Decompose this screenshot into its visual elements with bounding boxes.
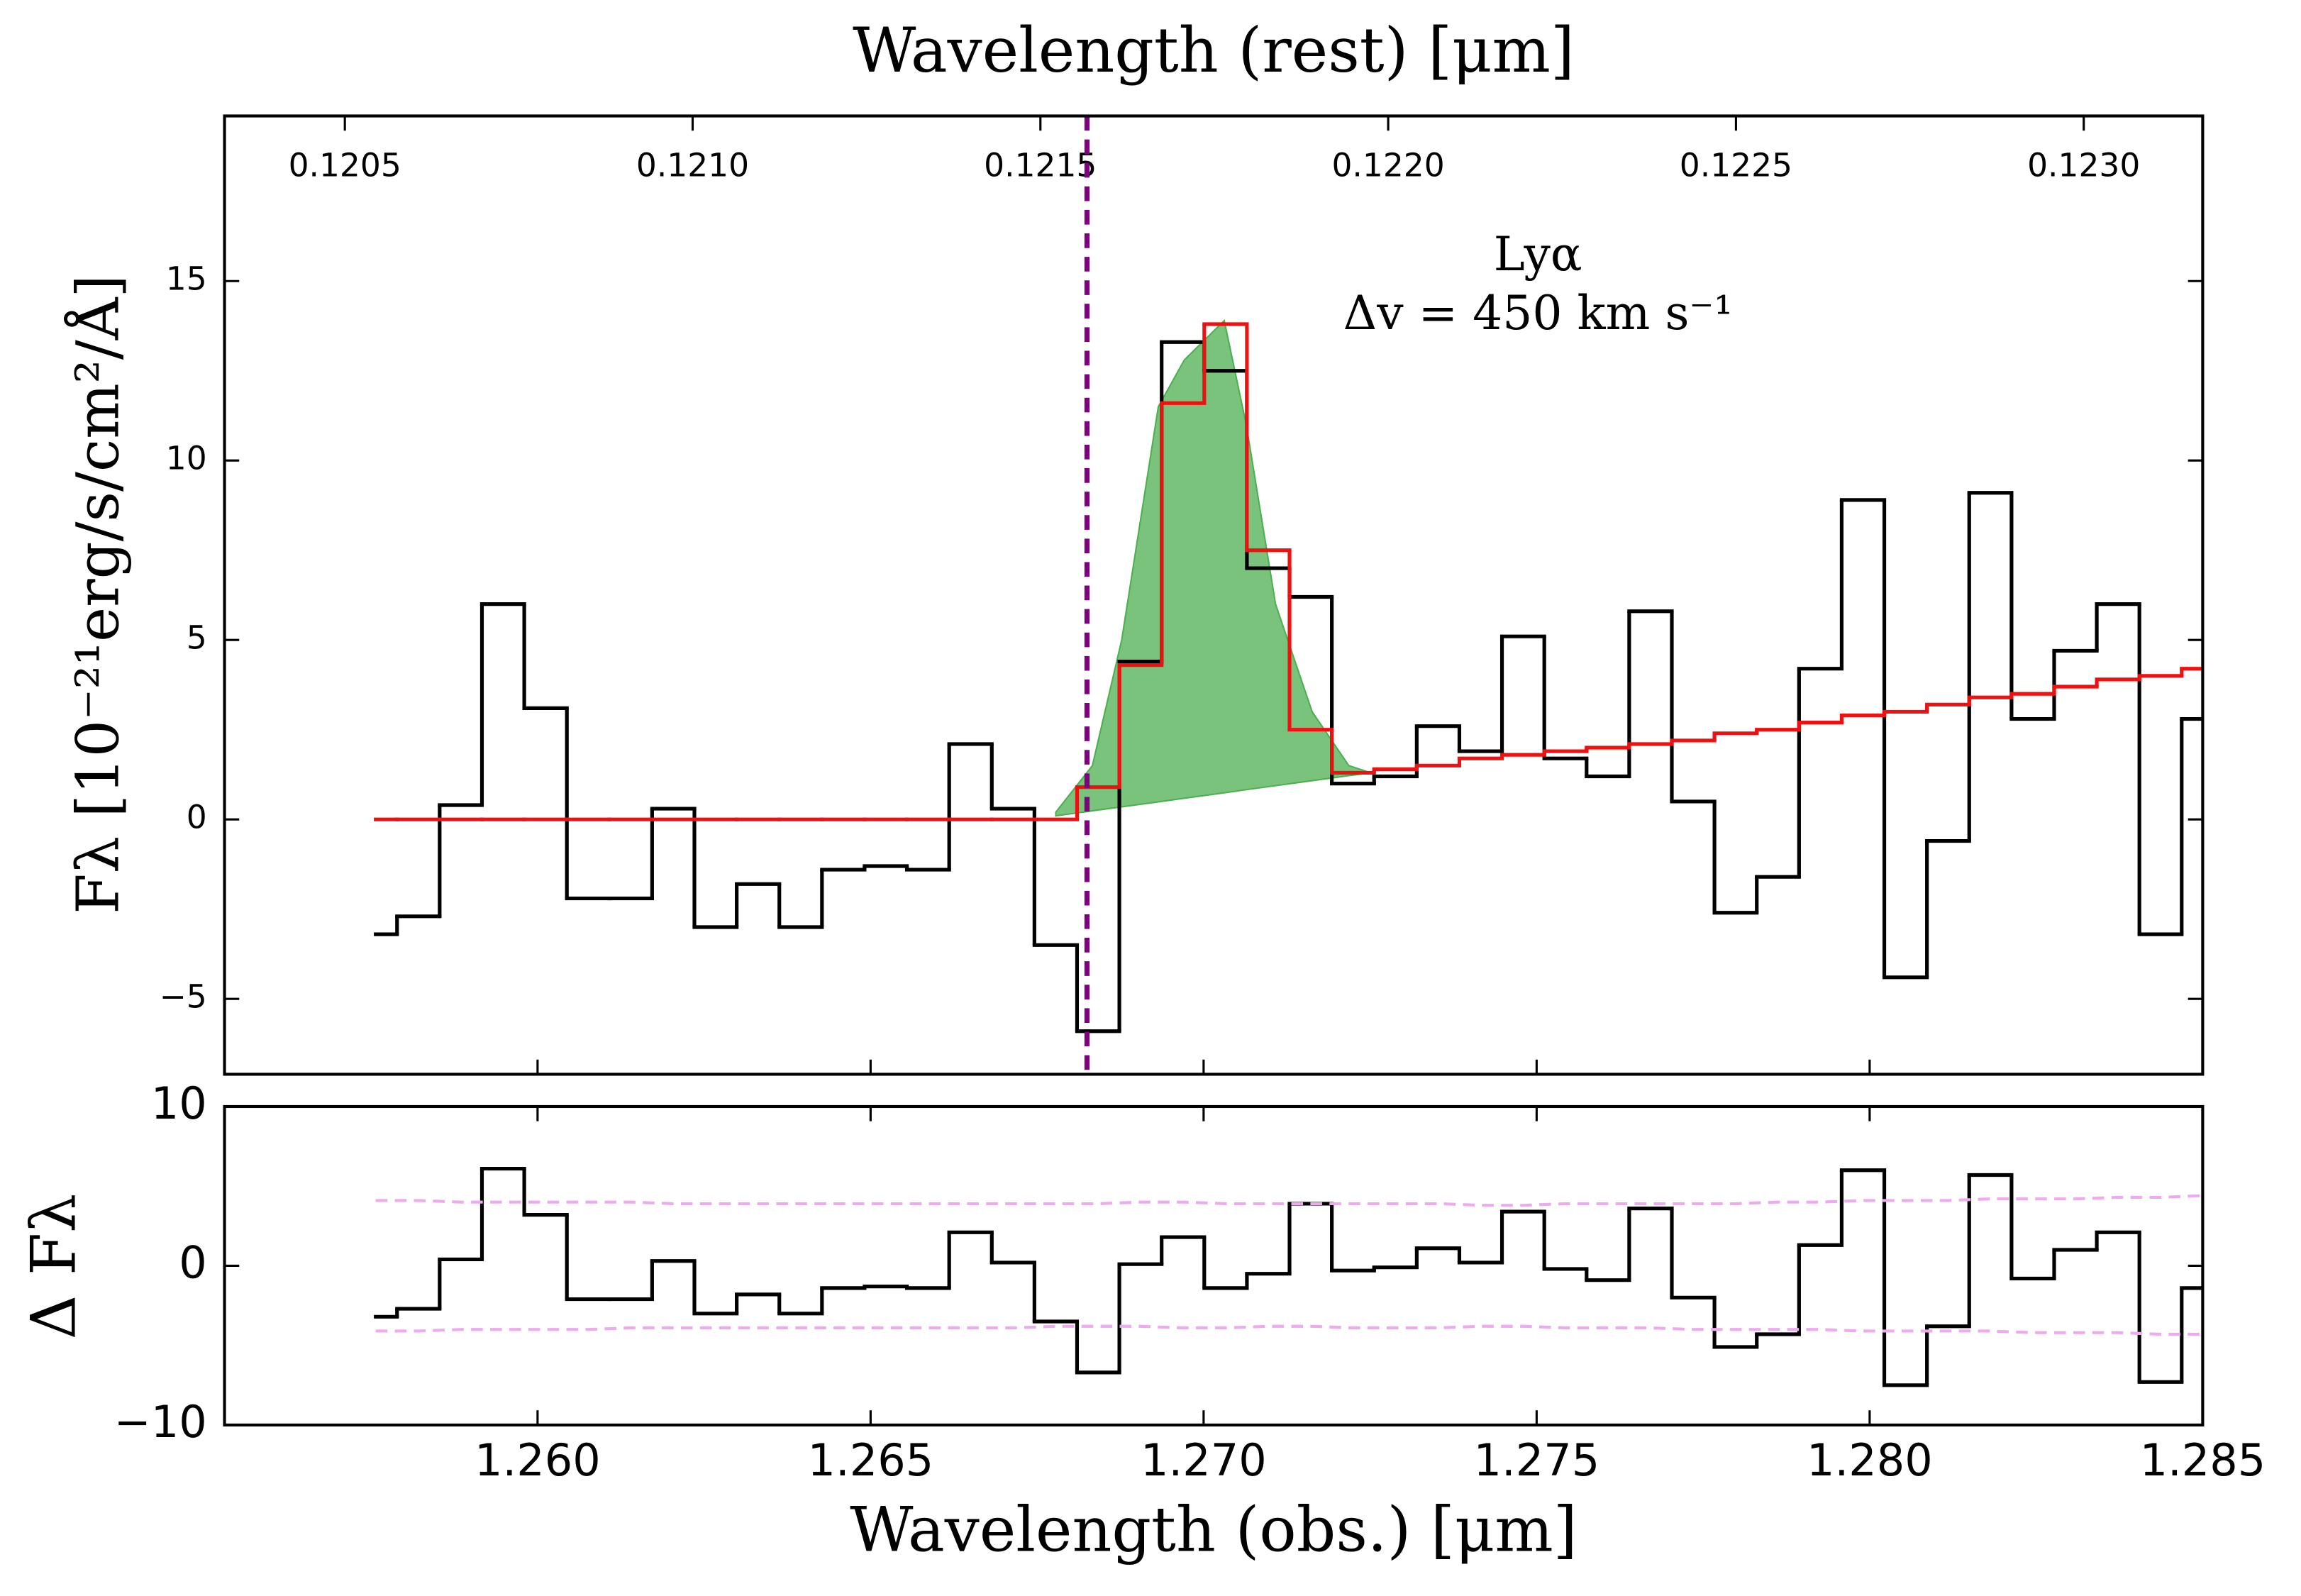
x-tick-label: 1.270 [1141, 1434, 1267, 1486]
x-tick-label: 1.275 [1474, 1434, 1600, 1486]
top-tick-label: 0.1225 [1680, 146, 1792, 184]
y-axis-label: Fλ [10⁻²¹erg/s/cm²/Å] [63, 275, 132, 914]
top-axis-label: Wavelength (rest) [μm] [853, 15, 1575, 87]
y-tick-label: −5 [160, 978, 207, 1016]
x-tick-label: 1.285 [2140, 1434, 2266, 1486]
top-tick-label: 0.1205 [289, 146, 401, 184]
axes-frame [223, 114, 2205, 1076]
line-fill [1055, 318, 1371, 817]
annotation: Lyα [1494, 227, 1582, 282]
y-tick-label: 0 [187, 799, 207, 836]
annotation: Δv = 450 km s⁻¹ [1343, 286, 1732, 340]
top-tick-label: 0.1210 [636, 146, 749, 184]
y-axis-label: Δ Fλ [18, 1194, 89, 1340]
axes-frame [223, 1104, 2205, 1426]
top-plot [374, 318, 2203, 1033]
y-tick-label: 0 [179, 1237, 206, 1289]
top-tick-label: 0.1230 [2027, 146, 2140, 184]
axes: −5 0 5 10 15 0.1205 0.1210 0.1215 0.1220 0.1225 0.… [114, 116, 2266, 1486]
y-tick-label: 10 [151, 1077, 207, 1129]
bottom-plot [374, 1166, 2203, 1387]
x-tick-label: 1.265 [808, 1434, 934, 1486]
top-tick-label: 0.1215 [984, 146, 1097, 184]
x-axis-label: Wavelength (obs.) [μm] [850, 1495, 1577, 1566]
y-tick-label: −10 [114, 1396, 207, 1448]
y-tick-label: 5 [187, 619, 207, 657]
y-tick-label: 15 [166, 260, 207, 298]
top-tick-label: 0.1220 [1331, 146, 1444, 184]
x-tick-label: 1.260 [475, 1434, 601, 1486]
x-tick-label: 1.280 [1807, 1434, 1933, 1486]
y-tick-label: 10 [166, 440, 207, 477]
